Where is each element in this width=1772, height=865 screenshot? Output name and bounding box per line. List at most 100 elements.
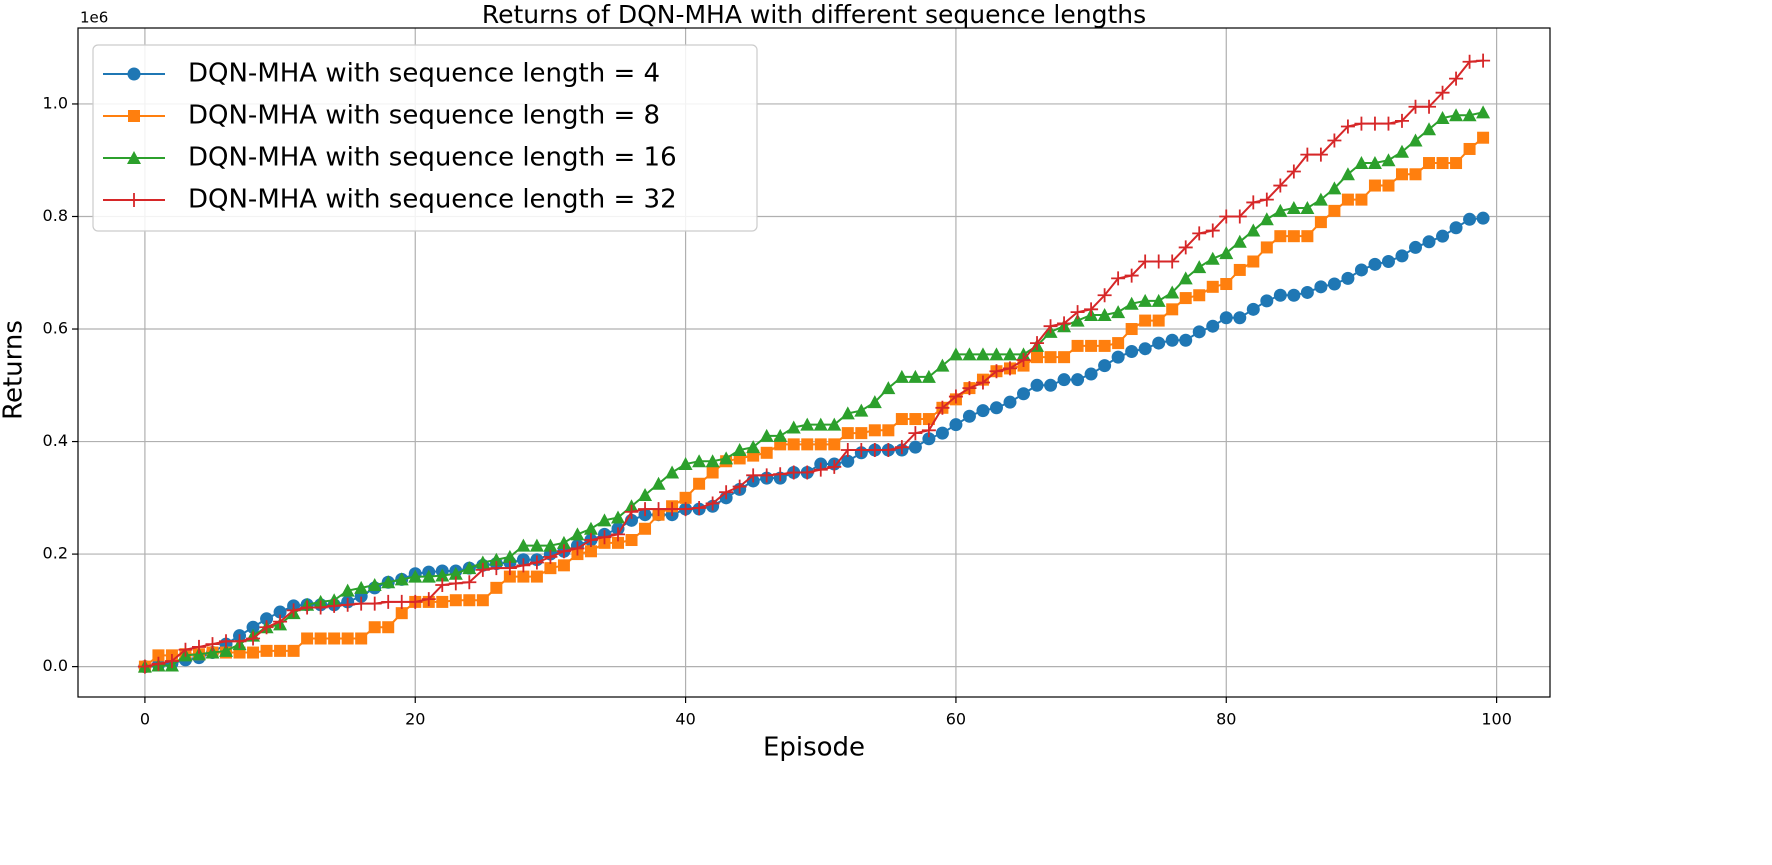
marker bbox=[814, 438, 827, 451]
marker bbox=[1043, 319, 1058, 334]
marker bbox=[1139, 314, 1152, 327]
marker bbox=[1435, 85, 1450, 100]
marker bbox=[394, 594, 409, 609]
marker bbox=[1476, 105, 1491, 119]
marker bbox=[274, 644, 287, 657]
marker bbox=[1313, 192, 1328, 206]
marker bbox=[584, 545, 597, 558]
marker bbox=[583, 521, 598, 535]
marker bbox=[624, 504, 639, 519]
marker bbox=[1368, 257, 1382, 271]
marker bbox=[1394, 144, 1409, 158]
marker bbox=[1232, 209, 1247, 224]
marker bbox=[1259, 192, 1274, 207]
marker bbox=[895, 413, 908, 426]
marker bbox=[314, 632, 327, 645]
marker bbox=[828, 438, 841, 451]
marker bbox=[1031, 351, 1044, 364]
marker bbox=[867, 442, 882, 457]
marker bbox=[152, 649, 165, 662]
marker bbox=[1030, 378, 1044, 392]
marker bbox=[692, 454, 707, 468]
marker bbox=[246, 620, 260, 634]
marker bbox=[935, 426, 949, 440]
marker bbox=[989, 401, 1003, 415]
legend-label: DQN-MHA with sequence length = 8 bbox=[188, 101, 660, 131]
marker bbox=[801, 438, 814, 451]
x-tick-label: 60 bbox=[946, 710, 966, 729]
marker bbox=[651, 502, 666, 517]
marker bbox=[1381, 116, 1396, 131]
marker bbox=[246, 631, 261, 646]
marker bbox=[354, 580, 369, 594]
marker bbox=[448, 576, 463, 591]
marker bbox=[1435, 111, 1450, 125]
marker bbox=[1300, 201, 1315, 215]
marker bbox=[394, 572, 409, 586]
marker bbox=[1165, 254, 1180, 269]
marker bbox=[570, 541, 585, 556]
marker bbox=[759, 468, 774, 483]
marker bbox=[894, 440, 909, 455]
marker bbox=[1138, 293, 1153, 307]
marker bbox=[544, 562, 557, 575]
marker bbox=[543, 549, 558, 564]
marker bbox=[1341, 193, 1354, 206]
y-tick-label: 0.2 bbox=[43, 544, 68, 563]
marker bbox=[1477, 131, 1490, 144]
marker bbox=[1232, 234, 1247, 248]
marker bbox=[975, 375, 990, 390]
marker bbox=[340, 583, 355, 597]
marker bbox=[1151, 254, 1166, 269]
legend-label: DQN-MHA with sequence length = 32 bbox=[188, 185, 677, 215]
marker bbox=[840, 406, 855, 420]
marker bbox=[1408, 133, 1423, 147]
marker bbox=[232, 634, 247, 649]
marker bbox=[732, 479, 747, 494]
marker bbox=[719, 451, 734, 465]
marker bbox=[1205, 251, 1220, 265]
chart-title: Returns of DQN-MHA with different sequen… bbox=[482, 0, 1146, 29]
marker bbox=[1002, 347, 1017, 361]
marker bbox=[1165, 333, 1179, 347]
marker bbox=[1394, 113, 1409, 128]
marker bbox=[840, 442, 855, 457]
marker bbox=[137, 659, 152, 674]
marker bbox=[448, 566, 463, 580]
marker bbox=[962, 347, 977, 361]
marker bbox=[164, 653, 179, 668]
x-tick-label: 20 bbox=[405, 710, 425, 729]
marker bbox=[1111, 350, 1125, 364]
marker bbox=[1165, 285, 1180, 299]
marker bbox=[475, 562, 490, 577]
marker bbox=[516, 538, 531, 552]
y-tick-label: 0.8 bbox=[43, 206, 68, 225]
marker bbox=[665, 465, 680, 479]
marker bbox=[530, 570, 543, 583]
marker bbox=[1301, 230, 1314, 243]
marker bbox=[1340, 167, 1355, 181]
marker bbox=[1436, 229, 1450, 243]
marker bbox=[948, 347, 963, 361]
marker bbox=[1178, 271, 1193, 285]
marker bbox=[1313, 147, 1328, 162]
marker bbox=[449, 594, 462, 607]
marker bbox=[800, 417, 815, 431]
marker bbox=[1409, 240, 1423, 254]
marker bbox=[1476, 211, 1490, 225]
marker bbox=[854, 442, 869, 457]
marker bbox=[260, 612, 274, 626]
marker bbox=[665, 502, 680, 517]
marker bbox=[1205, 223, 1220, 238]
marker bbox=[463, 594, 476, 607]
marker bbox=[1192, 226, 1207, 241]
legend-label: DQN-MHA with sequence length = 16 bbox=[188, 143, 677, 173]
marker bbox=[854, 403, 869, 417]
marker bbox=[556, 535, 571, 549]
marker bbox=[1003, 395, 1017, 409]
marker bbox=[354, 596, 369, 611]
marker bbox=[408, 594, 423, 609]
marker bbox=[1044, 378, 1058, 392]
series bbox=[137, 105, 1491, 673]
